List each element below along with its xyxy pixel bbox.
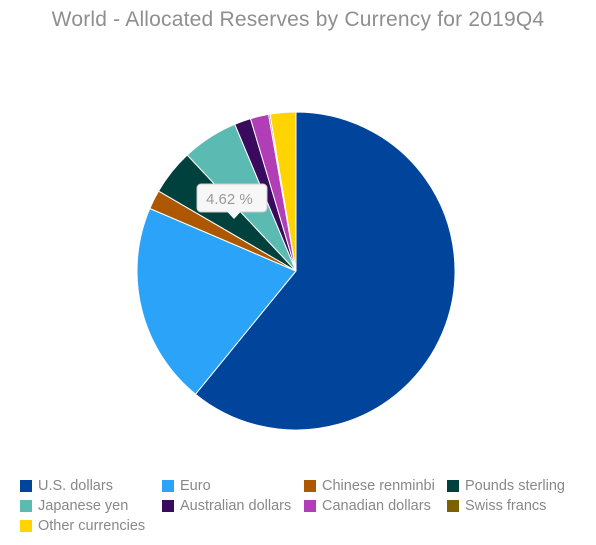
pie-slice-other-currencies[interactable] <box>269 111 297 272</box>
chart-title: World - Allocated Reserves by Currency f… <box>51 8 545 31</box>
pie-slices <box>136 111 456 431</box>
legend-swatch <box>162 480 174 492</box>
legend-label: Other currencies <box>38 518 146 534</box>
legend-item[interactable]: Other currencies <box>20 516 145 536</box>
legend-swatch <box>447 500 459 512</box>
legend-label: Chinese renminbi <box>322 478 435 494</box>
legend-item[interactable]: U.S. dollars <box>20 476 113 496</box>
legend-label: Swiss francs <box>465 498 547 514</box>
legend-swatch <box>20 500 32 512</box>
pie-slice-euro[interactable] <box>136 207 297 395</box>
legend-label: Australian dollars <box>180 498 292 514</box>
legend-swatch <box>20 520 32 532</box>
pie-slice-u-s-dollars[interactable] <box>194 111 456 431</box>
tooltip-pointer <box>227 211 241 219</box>
legend-item[interactable]: Pounds sterling <box>447 476 565 496</box>
legend-label: Japanese yen <box>38 498 129 514</box>
pie-chart: 4.62 % <box>136 111 456 431</box>
legend-item[interactable]: Chinese renminbi <box>304 476 435 496</box>
legend-item[interactable]: Euro <box>162 476 211 496</box>
legend-item[interactable]: Japanese yen <box>20 496 128 516</box>
legend-swatch <box>304 480 316 492</box>
tooltip-text: 4.62 % <box>206 191 253 208</box>
legend-item[interactable]: Canadian dollars <box>304 496 431 516</box>
legend-swatch <box>162 500 174 512</box>
legend-swatch <box>447 480 459 492</box>
legend-swatch <box>20 480 32 492</box>
legend-label: Pounds sterling <box>465 478 565 494</box>
legend-label: Canadian dollars <box>322 498 431 514</box>
legend-item[interactable]: Swiss francs <box>447 496 546 516</box>
tooltip: 4.62 % <box>196 183 268 219</box>
legend-item[interactable]: Australian dollars <box>162 496 291 516</box>
legend-swatch <box>304 500 316 512</box>
legend-label: Euro <box>180 478 211 494</box>
legend-label: U.S. dollars <box>38 478 113 494</box>
